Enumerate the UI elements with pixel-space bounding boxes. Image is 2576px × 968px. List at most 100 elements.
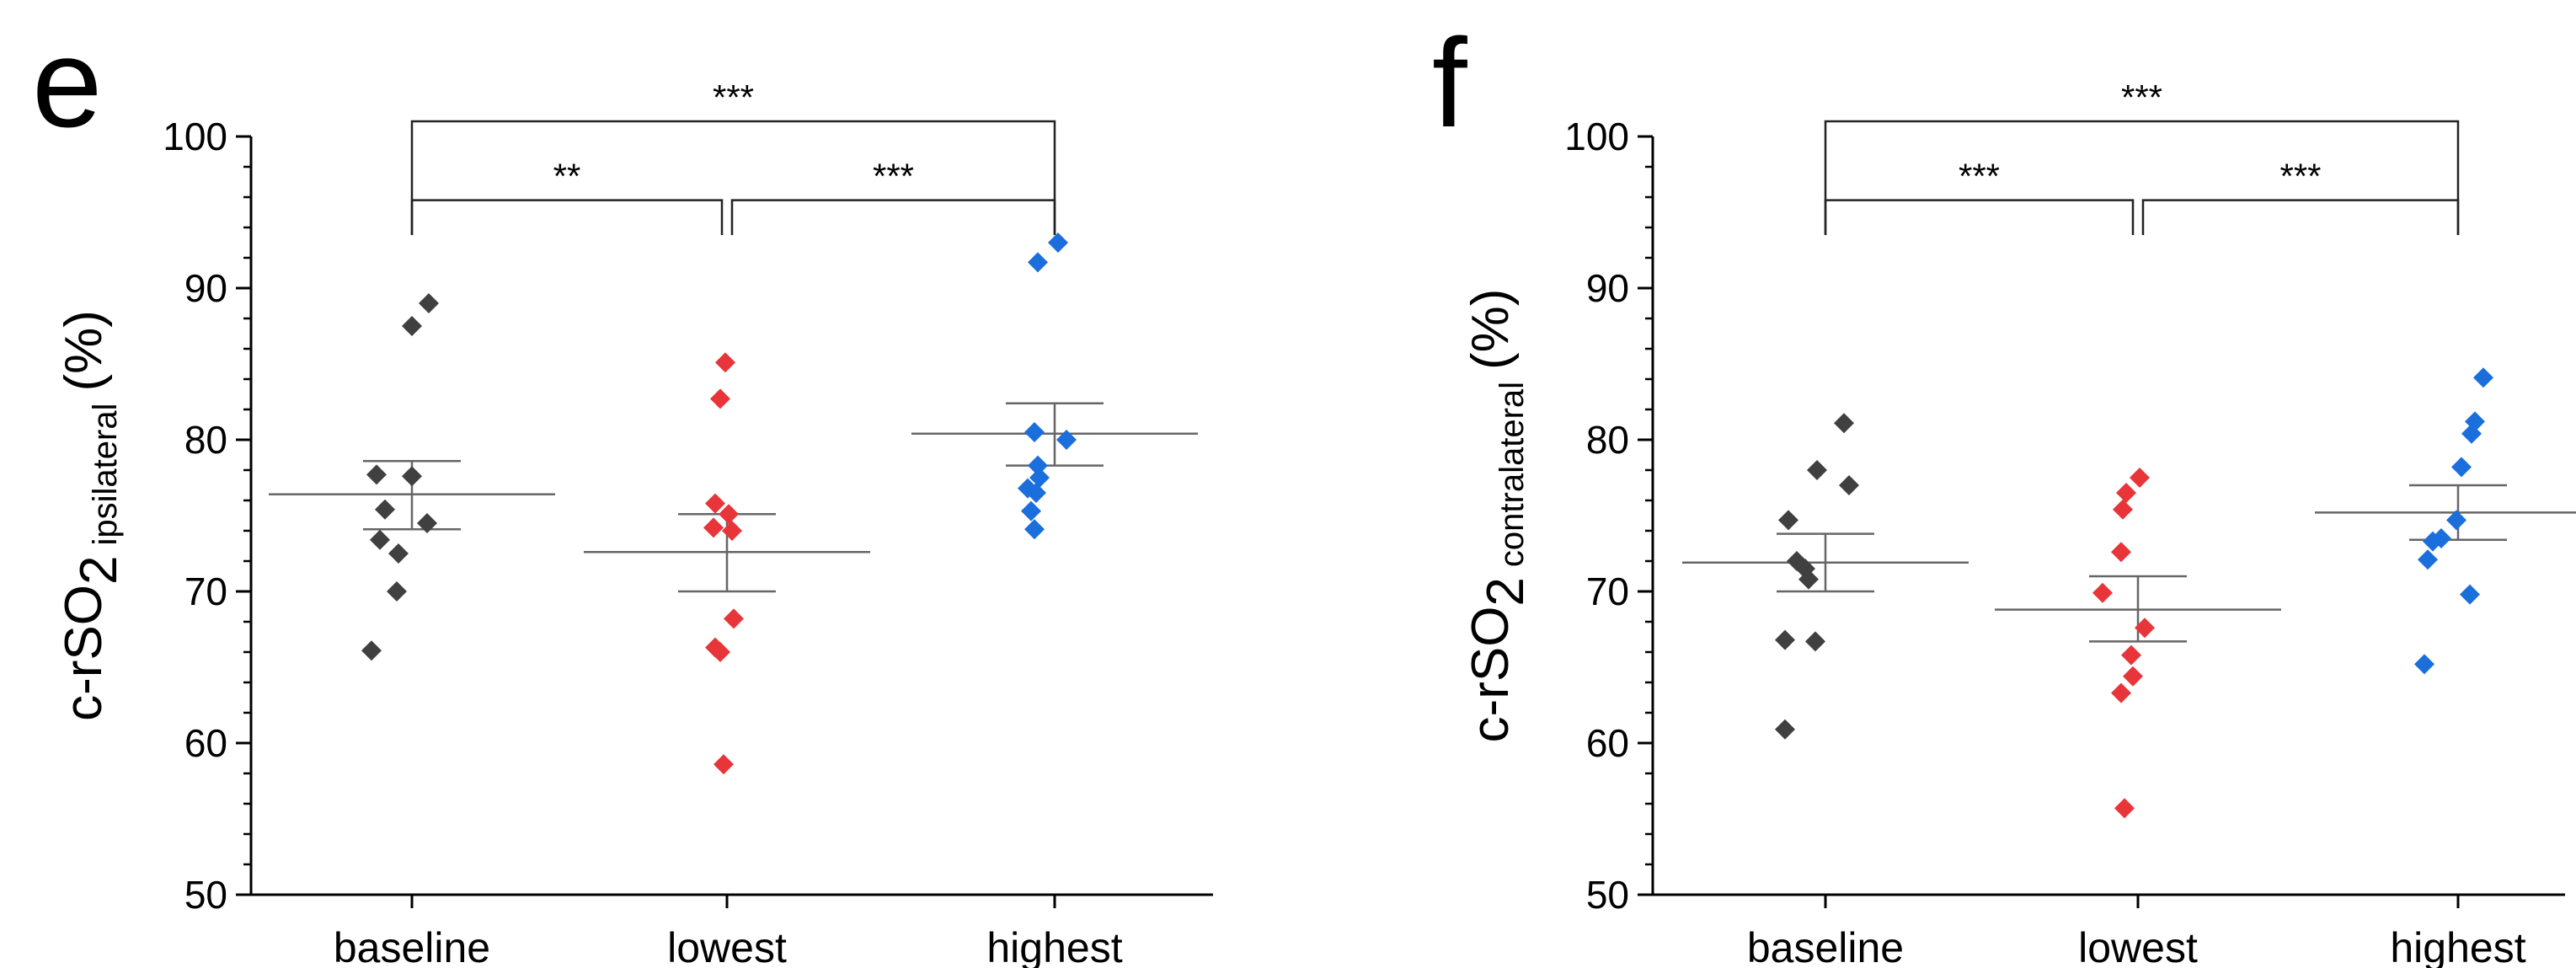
data-point-lowest [2135,618,2155,639]
data-point-lowest [2116,483,2136,503]
data-point-highest [2446,510,2466,531]
y-tick-label: 80 [1586,418,1629,462]
panel-letter: f [1432,12,1467,153]
data-point-lowest [2111,542,2131,563]
data-point-highest [2451,457,2472,478]
data-point-baseline [1778,510,1798,531]
significance-bracket [410,199,724,235]
y-tick-label: 60 [184,721,227,765]
y-tick-label: 90 [184,266,227,310]
significance-label: *** [1959,157,2000,196]
x-tick-label: highest [2390,924,2525,968]
significance-bracket [410,120,1056,235]
data-point-baseline [1834,413,1854,434]
data-point-baseline [370,529,390,550]
data-point-baseline [388,543,409,564]
data-point-highest [1024,422,1045,442]
y-axis-label-subscript: 2 [1477,577,1535,606]
y-axis-label-main: c-rSO [1462,607,1520,743]
data-point-baseline [375,499,395,520]
data-point-highest [2473,367,2493,388]
x-tick-label: lowest [667,924,787,968]
data-point-highest [1048,233,1068,253]
data-point-lowest [2092,582,2113,603]
y-axis-label-qualifier: ipsilateral [87,404,124,546]
significance-label: ** [553,157,581,196]
significance-label: *** [2121,78,2162,117]
y-axis-label-main: c-rSO [55,585,113,721]
data-point-highest [2460,584,2480,605]
data-point-lowest [705,493,725,514]
y-axis-label: c-rSO2 ipsilateral (%) [55,310,128,721]
data-point-lowest [2121,644,2141,666]
data-point-highest [1026,483,1046,503]
data-point-highest [1021,500,1041,521]
significance-label: *** [713,78,754,117]
significance-bracket [1824,199,2135,235]
significance-bracket [730,199,1056,235]
data-point-lowest [722,521,742,541]
chart-panel-e: e 50 60 70 80 90 100 baseline lowest highest c-rSO… [32,12,1213,968]
data-point-baseline [1798,569,1819,590]
significance-bracket [1824,120,2460,235]
x-tick-label: highest [986,924,1122,968]
x-tick-label: lowest [2078,924,2198,968]
y-tick-label: 80 [184,418,227,462]
data-point-baseline [361,640,382,661]
data-point-highest [2414,654,2434,675]
data-point-lowest [715,352,735,373]
y-tick-label: 70 [1586,570,1629,613]
data-point-highest [2465,411,2485,432]
y-axis-label-unit: (%) [55,310,113,391]
data-point-baseline [402,466,422,487]
y-tick-label: 100 [163,115,227,158]
significance-label: *** [873,157,914,196]
data-point-lowest [2113,499,2133,520]
data-point-baseline [402,316,422,336]
data-point-lowest [2123,666,2143,687]
data-point-baseline [419,293,439,313]
chart-panel-f: f 50 60 70 80 90 100 baseline lowest highest c-rSO… [1432,12,2576,968]
data-point-baseline [417,513,437,533]
data-point-highest [2423,531,2443,552]
y-tick-label: 90 [1586,266,1629,310]
y-tick-label: 50 [1586,873,1629,917]
data-point-highest [2418,549,2438,570]
y-axis-label-qualifier: contralateral [1494,382,1531,567]
data-point-lowest [710,642,730,662]
data-point-baseline [366,464,387,485]
data-point-highest [1028,252,1048,273]
y-axis-label: c-rSO2 contralateral (%) [1462,289,1535,743]
data-point-lowest [2111,682,2131,703]
data-point-lowest [703,517,724,538]
data-point-highest [2461,423,2482,444]
data-point-lowest [724,608,744,629]
y-tick-label: 100 [1564,115,1629,158]
data-point-baseline [387,581,407,602]
data-point-lowest [713,754,734,775]
data-point-baseline [1805,631,1825,652]
data-point-lowest [719,504,739,525]
data-point-highest [1024,519,1045,540]
data-point-highest [1056,430,1077,450]
x-tick-label: baseline [1747,924,1904,968]
data-point-baseline [1775,629,1795,650]
data-point-baseline [1839,475,1859,495]
significance-bracket [2141,199,2460,235]
x-tick-label: baseline [334,924,490,968]
y-axis-label-unit: (%) [1462,289,1520,370]
y-tick-label: 60 [1586,721,1629,765]
data-point-highest [1028,455,1048,476]
y-tick-label: 50 [184,873,227,917]
data-point-baseline [1775,719,1795,740]
data-point-lowest [710,388,730,409]
y-tick-label: 70 [184,570,227,613]
data-point-baseline [1807,460,1827,480]
y-axis-label-subscript: 2 [70,556,128,585]
data-point-highest [1029,468,1050,488]
significance-label: *** [2279,157,2321,196]
data-point-lowest [2130,468,2150,488]
data-point-lowest [2114,798,2135,819]
panel-letter: e [32,12,102,153]
